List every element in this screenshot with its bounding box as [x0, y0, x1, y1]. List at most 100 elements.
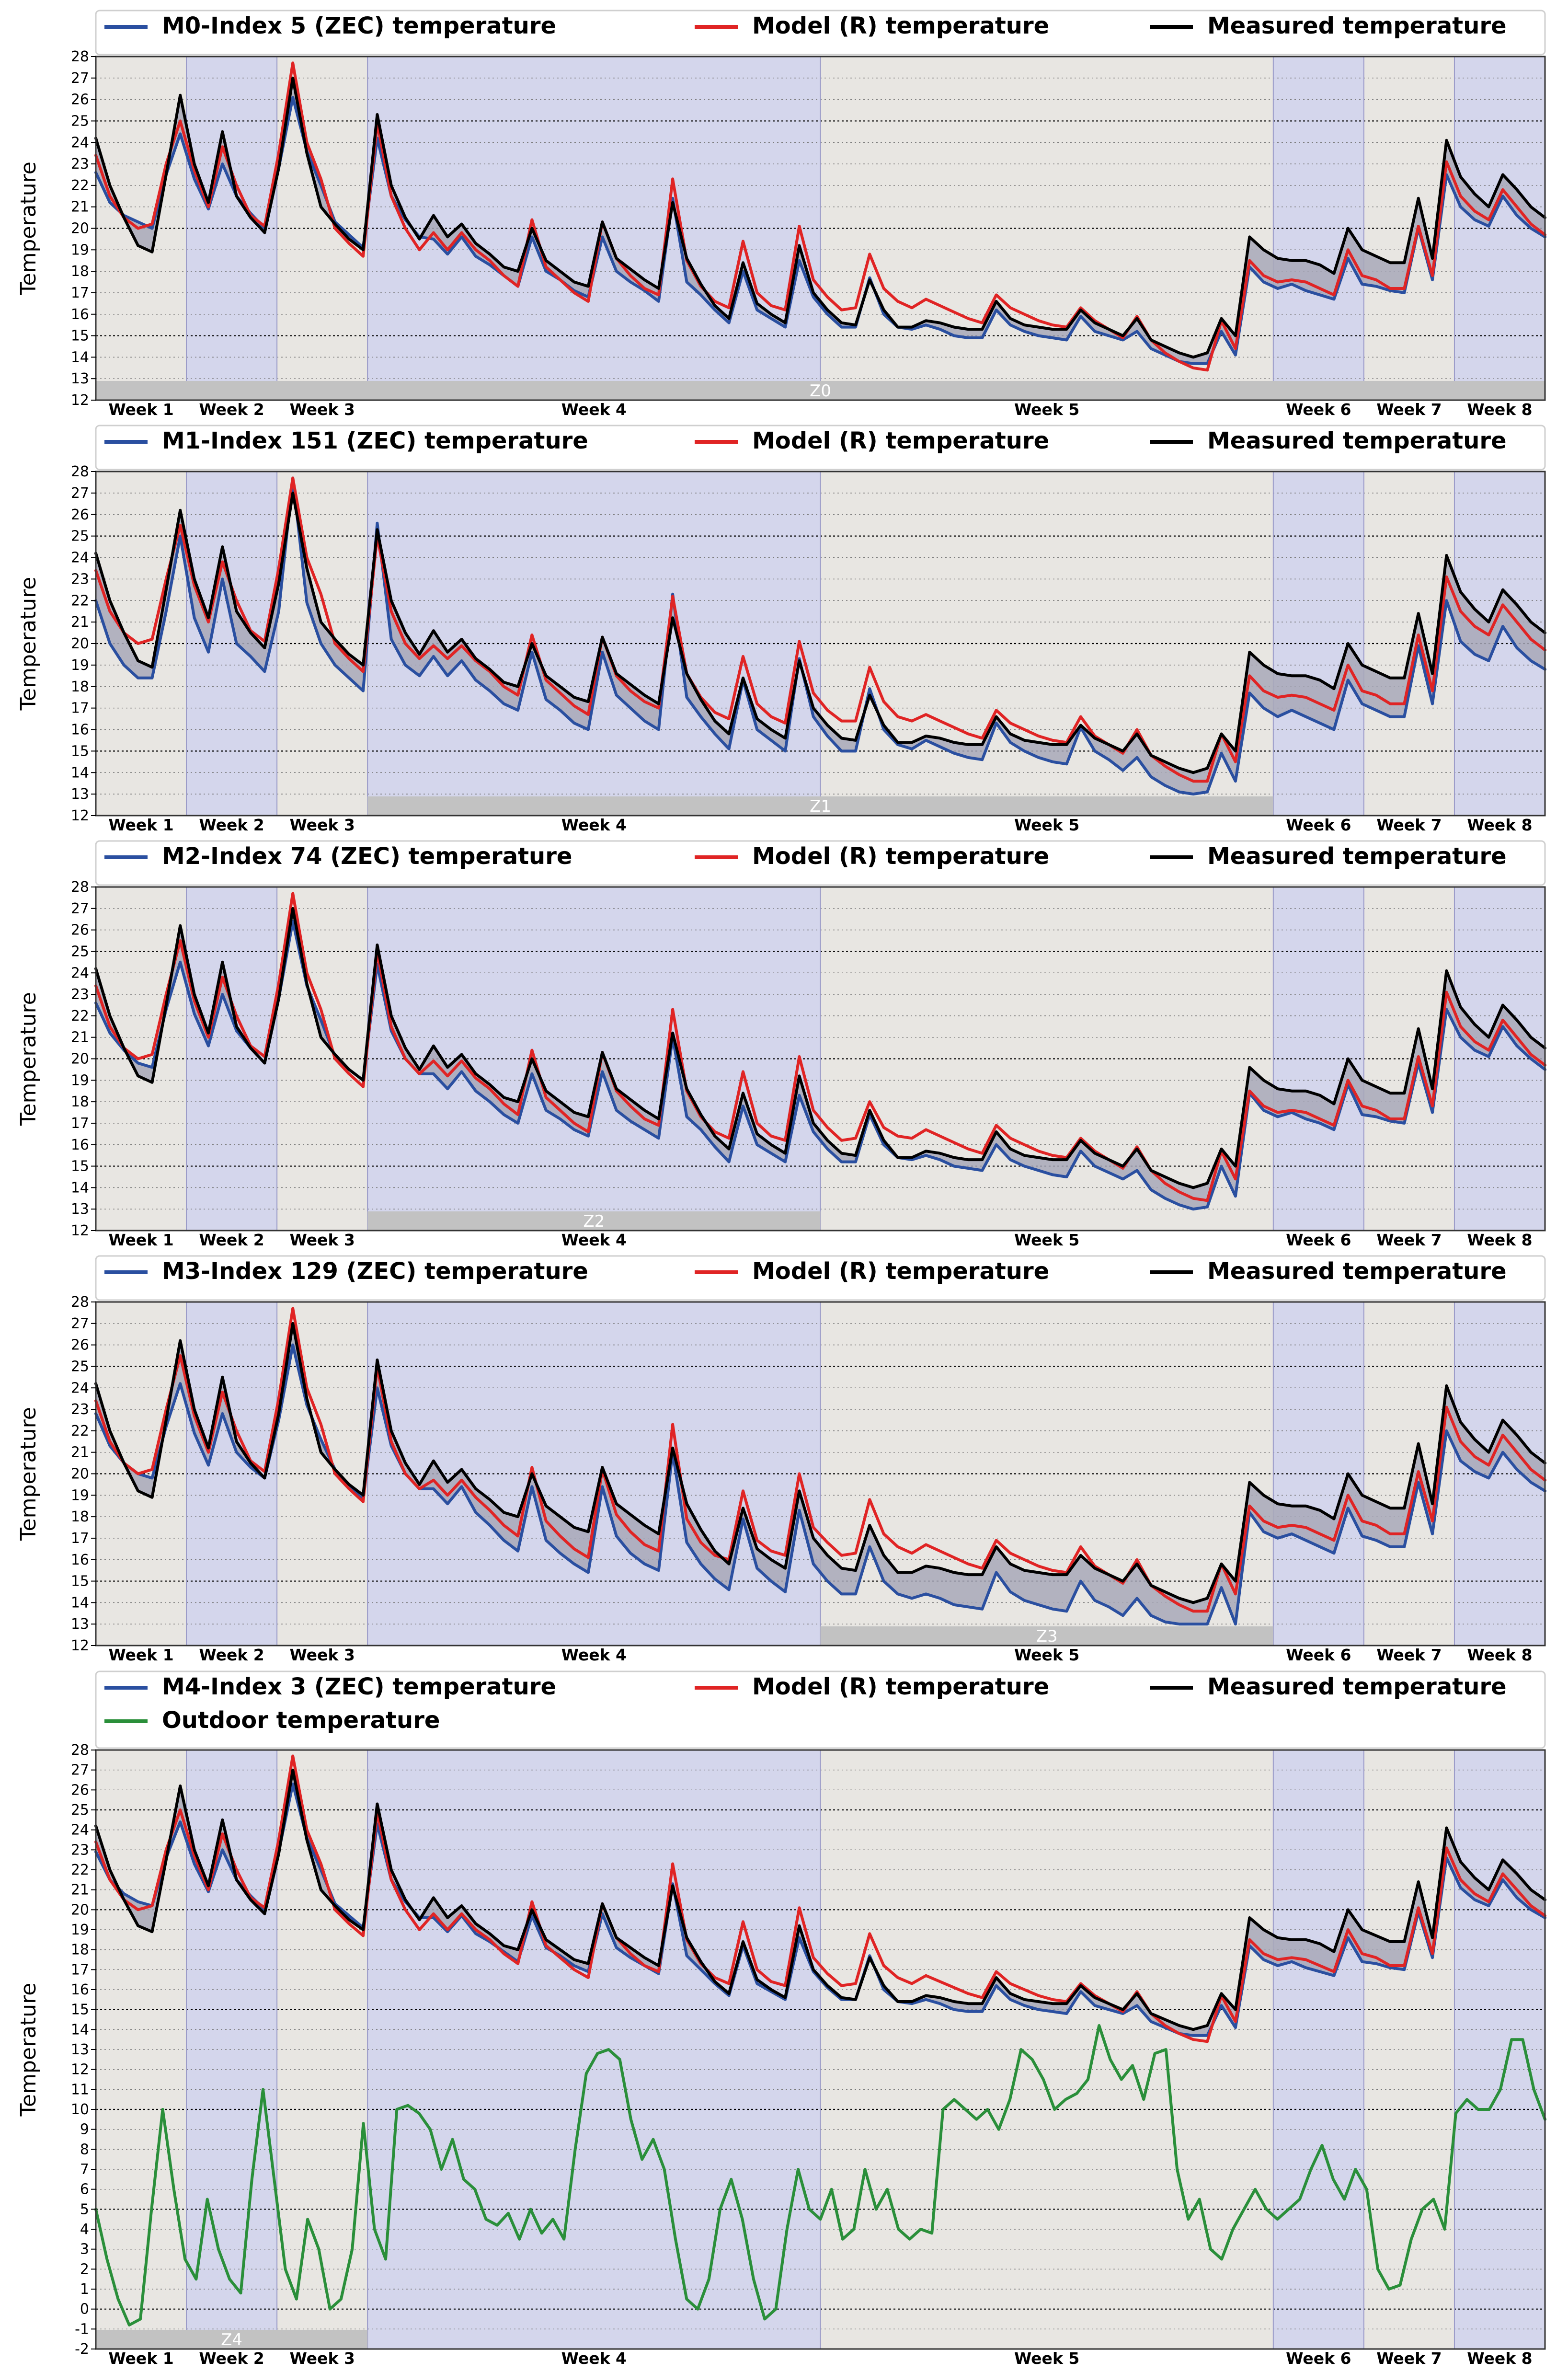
week-band	[277, 887, 368, 1231]
y-tick-label: 28	[71, 1294, 89, 1311]
week-label: Week 6	[1286, 400, 1351, 419]
week-label: Week 8	[1467, 2349, 1532, 2368]
y-tick-label: 16	[71, 1137, 89, 1153]
y-tick-label: 27	[71, 1315, 89, 1332]
y-tick-label: 26	[71, 1337, 89, 1354]
y-axis-label: Temperature	[16, 1407, 41, 1541]
y-tick-label: 4	[80, 2221, 89, 2238]
legend-entry: M1-Index 151 (ZEC) temperature	[162, 427, 588, 454]
y-tick-label: 16	[71, 1981, 89, 1998]
legend-entry: Model (R) temperature	[752, 1673, 1049, 1700]
y-tick-label: 26	[71, 1782, 89, 1798]
y-tick-label: 25	[71, 528, 89, 545]
legend-entry: Model (R) temperature	[752, 12, 1049, 39]
week-label: Week 2	[199, 1646, 264, 1664]
y-tick-label: 22	[71, 177, 89, 194]
y-tick-label: 21	[71, 199, 89, 216]
y-tick-label: 15	[71, 2002, 89, 2018]
y-tick-label: 27	[71, 70, 89, 87]
legend-entry: Measured temperature	[1207, 12, 1507, 39]
y-tick-label: 14	[71, 1179, 89, 1196]
y-tick-label: 26	[71, 922, 89, 939]
week-band	[820, 1750, 1273, 2349]
y-tick-label: 28	[71, 1742, 89, 1759]
y-tick-label: 20	[71, 1051, 89, 1068]
zone-label: Z2	[583, 1212, 605, 1231]
zone-label: Z0	[810, 381, 831, 401]
week-label: Week 5	[1014, 1231, 1079, 1249]
legend-entry: Model (R) temperature	[752, 427, 1049, 454]
y-tick-label: 12	[71, 2061, 89, 2078]
error-area	[96, 1323, 1545, 1624]
y-tick-label: 2	[80, 2261, 89, 2278]
y-tick-label: 11	[71, 2081, 89, 2098]
legend-entry: Measured temperature	[1207, 1673, 1507, 1700]
y-tick-label: 18	[71, 1942, 89, 1958]
zone-bar	[820, 1626, 1273, 1646]
week-label: Week 8	[1467, 1646, 1532, 1664]
y-tick-label: 17	[71, 1115, 89, 1132]
week-label: Week 1	[108, 1646, 173, 1664]
y-tick-label: 12	[71, 1637, 89, 1654]
week-label: Week 4	[561, 816, 627, 834]
week-label: Week 2	[199, 400, 264, 419]
y-tick-label: 14	[71, 1594, 89, 1611]
week-label: Week 2	[199, 1231, 264, 1249]
y-tick-label: 22	[71, 1423, 89, 1439]
week-label: Week 2	[199, 816, 264, 834]
y-tick-label: 17	[71, 1961, 89, 1978]
y-axis-label: Temperature	[16, 992, 41, 1126]
legend-box	[95, 1255, 1546, 1301]
week-label: Week 4	[561, 1646, 627, 1664]
series-line-measured	[94, 76, 1546, 359]
week-label: Week 4	[561, 400, 627, 419]
y-tick-label: 15	[71, 328, 89, 345]
legend-box	[95, 425, 1546, 471]
week-label: Week 6	[1286, 816, 1351, 834]
y-tick-label: 20	[71, 220, 89, 237]
zone-bar	[367, 796, 1273, 816]
y-tick-label: 21	[71, 1029, 89, 1046]
y-axis-label: Temperature	[16, 577, 41, 711]
y-tick-label: 19	[71, 1487, 89, 1504]
y-tick-label: 5	[80, 2201, 89, 2218]
zone-label: Z3	[1036, 1627, 1058, 1646]
week-label: Week 3	[289, 400, 355, 419]
y-tick-label: 6	[80, 2181, 89, 2198]
y-tick-label: 28	[71, 48, 89, 65]
legend-entry: Outdoor temperature	[162, 1707, 440, 1734]
y-tick-label: -1	[75, 2321, 89, 2337]
y-tick-label: 22	[71, 592, 89, 609]
y-tick-label: -2	[75, 2341, 89, 2358]
week-label: Week 7	[1376, 1231, 1442, 1249]
y-tick-label: 20	[71, 1466, 89, 1483]
week-label: Week 5	[1014, 1646, 1079, 1664]
legend-entry: Measured temperature	[1207, 1258, 1507, 1285]
series-line-outdoor	[94, 2024, 1546, 2326]
legend-entry: Model (R) temperature	[752, 1258, 1049, 1285]
y-tick-label: 13	[71, 2041, 89, 2058]
y-tick-label: 23	[71, 156, 89, 173]
y-tick-label: 19	[71, 1072, 89, 1089]
series-line-measured	[94, 1322, 1546, 1604]
y-tick-label: 22	[71, 1008, 89, 1025]
y-tick-label: 24	[71, 550, 89, 566]
y-tick-label: 8	[80, 2141, 89, 2158]
y-tick-label: 15	[71, 743, 89, 760]
y-tick-label: 28	[71, 463, 89, 480]
y-tick-label: 23	[71, 1401, 89, 1418]
week-label: Week 4	[561, 2349, 627, 2368]
week-band	[1273, 1750, 1364, 2349]
y-tick-label: 13	[71, 1616, 89, 1633]
y-tick-label: 15	[71, 1573, 89, 1590]
y-tick-label: 24	[71, 1822, 89, 1839]
week-label: Week 7	[1376, 2349, 1442, 2368]
zone-bar	[96, 381, 1545, 400]
series-line-measured	[94, 491, 1546, 774]
zone-label: Z4	[221, 2330, 242, 2349]
y-tick-label: 18	[71, 1508, 89, 1525]
legend-box	[95, 840, 1546, 886]
week-label: Week 8	[1467, 816, 1532, 834]
week-label: Week 3	[289, 816, 355, 834]
